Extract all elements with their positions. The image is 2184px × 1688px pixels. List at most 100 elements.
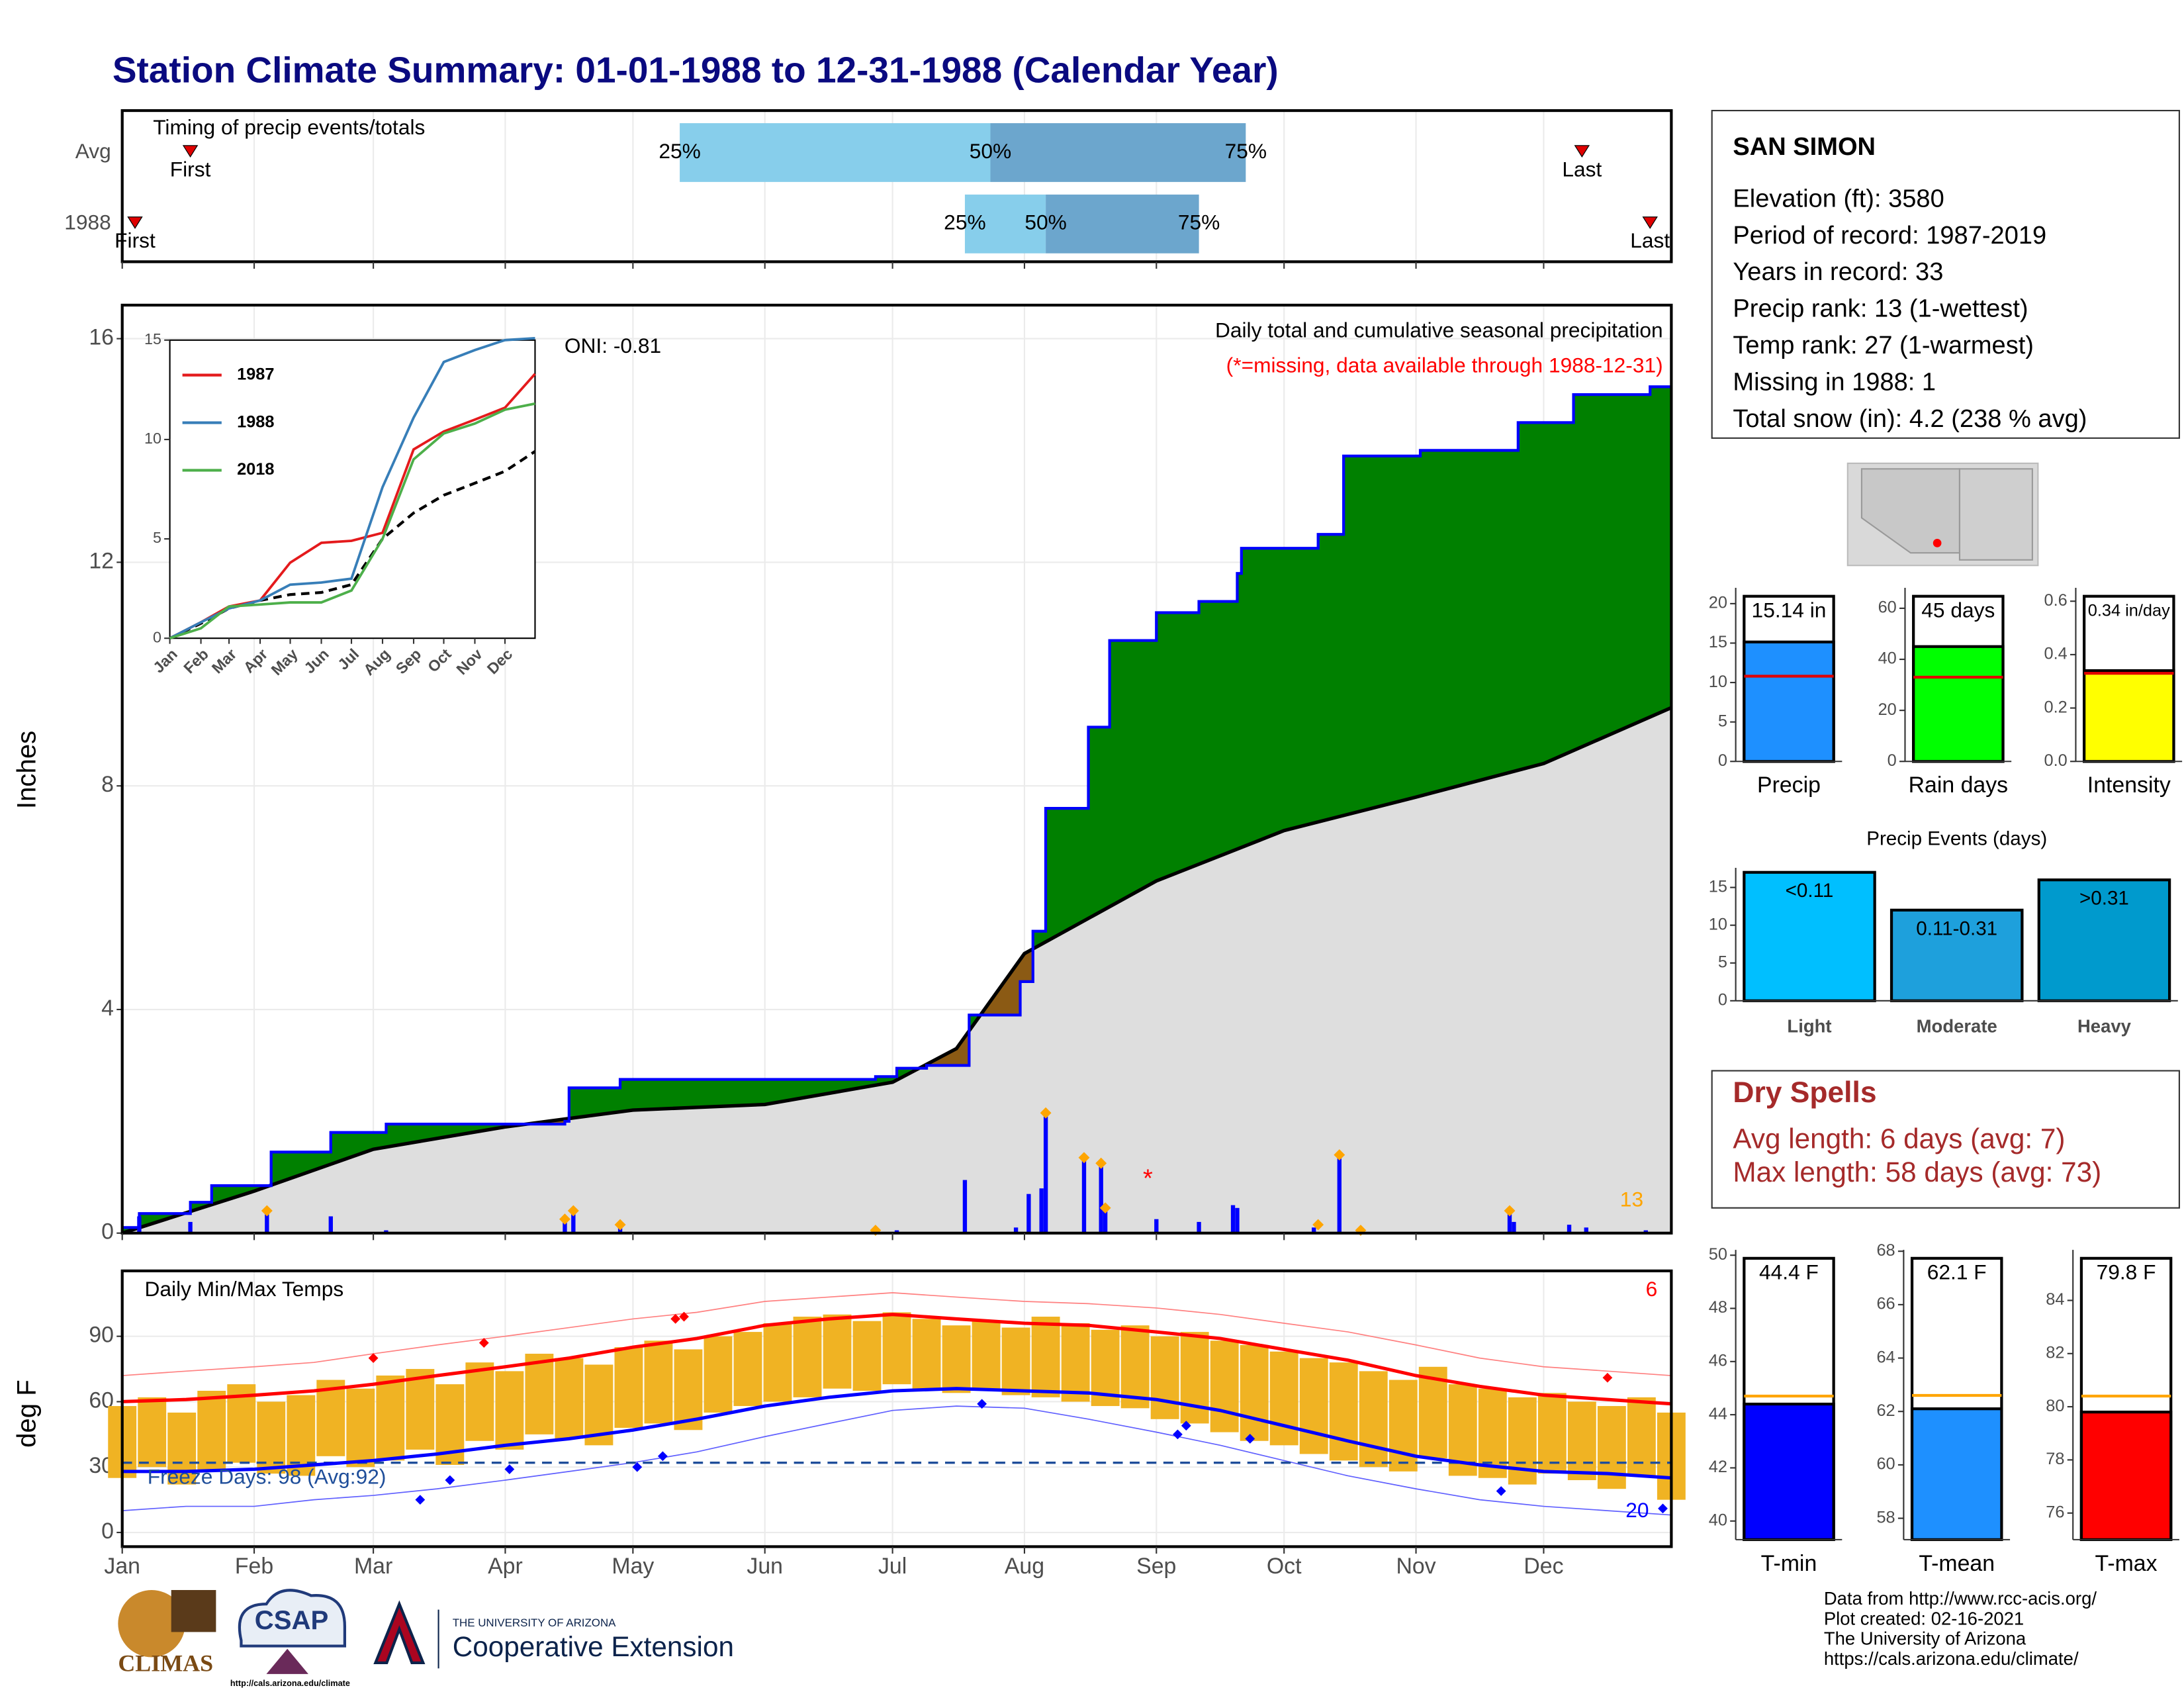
y-tick-label: 60 — [1876, 1455, 1895, 1474]
category-label: T-mean — [1919, 1551, 1995, 1576]
y-tick-label: 48 — [1709, 1298, 1727, 1317]
y-axis-label: Inches — [12, 731, 42, 809]
temp-bar — [495, 1371, 524, 1450]
temp-bar — [316, 1380, 345, 1456]
temp-bar — [733, 1332, 762, 1407]
temp-bar — [1210, 1340, 1239, 1432]
panel-title: Timing of precip events/totals — [153, 115, 425, 139]
mean-area — [122, 708, 1672, 1233]
csap-mountain — [266, 1648, 308, 1674]
panel-title: Daily Min/Max Temps — [145, 1277, 344, 1301]
temp-bar — [674, 1349, 703, 1430]
y-tick-label: 76 — [2046, 1503, 2064, 1521]
value-label: 62.1 F — [1927, 1260, 1987, 1284]
y-tick-label: 50 — [1709, 1245, 1727, 1264]
station-info: Years in record: 33 — [1733, 258, 1943, 286]
footer-line: https://cals.arizona.edu/climate/ — [1824, 1648, 2079, 1669]
station-info: Temp rank: 27 (1-warmest) — [1733, 332, 2034, 359]
station-info: Precip rank: 13 (1-wettest) — [1733, 295, 2028, 323]
daily-bar — [1154, 1219, 1159, 1233]
event-label: Last — [1630, 228, 1670, 252]
bar — [2083, 669, 2175, 763]
record-temp — [478, 1338, 489, 1348]
daily-bar — [571, 1213, 576, 1233]
x-tick-label: Jan — [104, 1554, 140, 1579]
category-label: Intensity — [2087, 773, 2171, 798]
ua-logo — [373, 1600, 426, 1665]
page-title: Station Climate Summary: 01-01-1988 to 1… — [113, 49, 1279, 90]
temp-bar — [376, 1375, 405, 1461]
temp-bar — [1418, 1366, 1447, 1459]
daily-bar — [1507, 1213, 1512, 1233]
record-day — [1099, 1202, 1111, 1214]
temp-bar — [465, 1362, 494, 1441]
y-tick-label: 82 — [2046, 1343, 2064, 1362]
temp-bar — [942, 1325, 971, 1393]
x-tick-label: Aug — [1005, 1554, 1044, 1579]
freeze-label: Freeze Days: 98 (Avg:92) — [148, 1464, 387, 1488]
event-label: First — [114, 228, 156, 252]
temp-bar — [912, 1319, 941, 1389]
daily-bar — [1013, 1227, 1019, 1233]
climas-emblem — [118, 1589, 185, 1658]
y-tick-label: 58 — [1876, 1508, 1895, 1526]
y-tick-label: 0 — [1888, 751, 1897, 770]
station-box — [1711, 109, 2180, 439]
temp-bar — [852, 1321, 882, 1391]
x-tick-label: Jul — [878, 1554, 907, 1579]
y-tick-label: 90 — [89, 1323, 114, 1348]
y-tick-label: 0 — [101, 1219, 114, 1244]
record-day — [567, 1205, 579, 1217]
temp-bar — [1031, 1317, 1060, 1397]
y-tick-label: 78 — [2046, 1450, 2064, 1468]
legend-label: 2018 — [237, 460, 274, 479]
record-temp — [632, 1462, 643, 1472]
x-tick-label: Jun — [747, 1554, 783, 1579]
bar — [1912, 645, 2005, 763]
temp-bar — [1001, 1327, 1030, 1395]
station-dot — [1933, 539, 1942, 547]
station-info: Missing in 1988: 1 — [1733, 368, 1936, 396]
chart-title: Precip Events (days) — [1866, 827, 2047, 849]
dry-spells-title: Dry Spells — [1733, 1076, 1876, 1109]
low-count: 20 — [1625, 1498, 1649, 1522]
temp-bar — [555, 1358, 584, 1439]
temp-bar — [1329, 1362, 1358, 1461]
dry-spells-box — [1711, 1070, 2180, 1209]
daily-bar — [1026, 1194, 1031, 1233]
y-tick-label: 20 — [1878, 700, 1897, 719]
y-tick-label: 5 — [153, 529, 161, 546]
event-marker — [1574, 145, 1590, 158]
record-day — [559, 1213, 570, 1225]
value-label: 0.34 in/day — [2088, 602, 2170, 620]
record-day — [1095, 1157, 1107, 1169]
mean-line — [121, 706, 1672, 1235]
x-tick-label: Dec — [1524, 1554, 1563, 1579]
daily-bar — [1099, 1166, 1103, 1233]
y-tick-label: 64 — [1876, 1348, 1895, 1366]
y-tick-label: 5 — [1718, 712, 1727, 730]
y-tick-label: 5 — [1718, 953, 1727, 971]
footer-line: The University of Arizona — [1824, 1628, 2026, 1649]
daily-bar — [1235, 1207, 1240, 1233]
temp-bar — [1299, 1358, 1328, 1454]
y-tick-label: 60 — [1878, 598, 1897, 617]
y-tick-label: 15 — [144, 330, 161, 348]
map-state — [1860, 468, 1961, 554]
range-label: <0.11 — [1786, 880, 1834, 902]
temp-bar — [1359, 1371, 1388, 1468]
station-map — [1846, 462, 2039, 567]
csap-cloud — [238, 1589, 347, 1648]
temp-bar — [793, 1317, 822, 1397]
missing-marker: * — [1143, 1165, 1153, 1193]
temp-bar — [1120, 1325, 1150, 1409]
annotation: Daily total and cumulative seasonal prec… — [1215, 318, 1663, 342]
logo-art — [118, 1589, 439, 1674]
daily-bar — [1103, 1211, 1108, 1233]
range-early — [964, 194, 1046, 254]
category-label: T-max — [2095, 1551, 2158, 1576]
record-day — [1312, 1219, 1324, 1231]
temp-bar — [1269, 1351, 1298, 1446]
range-label: 0.11-0.31 — [1916, 917, 1997, 939]
